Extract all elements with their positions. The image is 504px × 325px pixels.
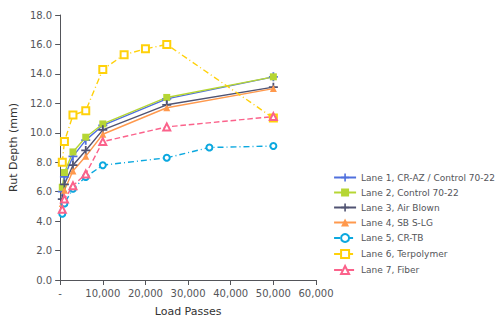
svg-text:16.0: 16.0 xyxy=(30,39,52,50)
svg-text:-: - xyxy=(58,288,62,299)
svg-text:18.0: 18.0 xyxy=(30,10,52,21)
svg-text:40,000: 40,000 xyxy=(213,288,248,299)
svg-text:Load Passes: Load Passes xyxy=(155,305,222,318)
svg-text:50,000: 50,000 xyxy=(256,288,291,299)
svg-text:Lane 7, Fiber: Lane 7, Fiber xyxy=(361,265,419,275)
svg-text:0.0: 0.0 xyxy=(36,275,52,286)
svg-text:Lane 5, CR-TB: Lane 5, CR-TB xyxy=(361,233,423,243)
svg-text:8.0: 8.0 xyxy=(36,157,52,168)
svg-text:14.0: 14.0 xyxy=(30,68,52,79)
svg-text:10,000: 10,000 xyxy=(85,288,120,299)
svg-text:12.0: 12.0 xyxy=(30,98,52,109)
svg-text:Lane 6, Terpolymer: Lane 6, Terpolymer xyxy=(361,249,448,259)
svg-text:60,000: 60,000 xyxy=(299,288,334,299)
svg-text:20,000: 20,000 xyxy=(128,288,163,299)
svg-text:Lane 2, Control 70-22: Lane 2, Control 70-22 xyxy=(361,188,459,198)
svg-text:Lane 1, CR-AZ / Control 70-22: Lane 1, CR-AZ / Control 70-22 xyxy=(361,173,495,183)
svg-text:30,000: 30,000 xyxy=(171,288,206,299)
svg-text:2.0: 2.0 xyxy=(36,245,52,256)
svg-text:Lane 3, Air Blown: Lane 3, Air Blown xyxy=(361,203,440,213)
svg-text:Lane 4, SB S-LG: Lane 4, SB S-LG xyxy=(361,218,433,228)
svg-text:10.0: 10.0 xyxy=(30,127,52,138)
svg-text:Rut Depth (mm): Rut Depth (mm) xyxy=(7,103,20,192)
svg-text:4.0: 4.0 xyxy=(36,216,52,227)
svg-text:6.0: 6.0 xyxy=(36,186,52,197)
